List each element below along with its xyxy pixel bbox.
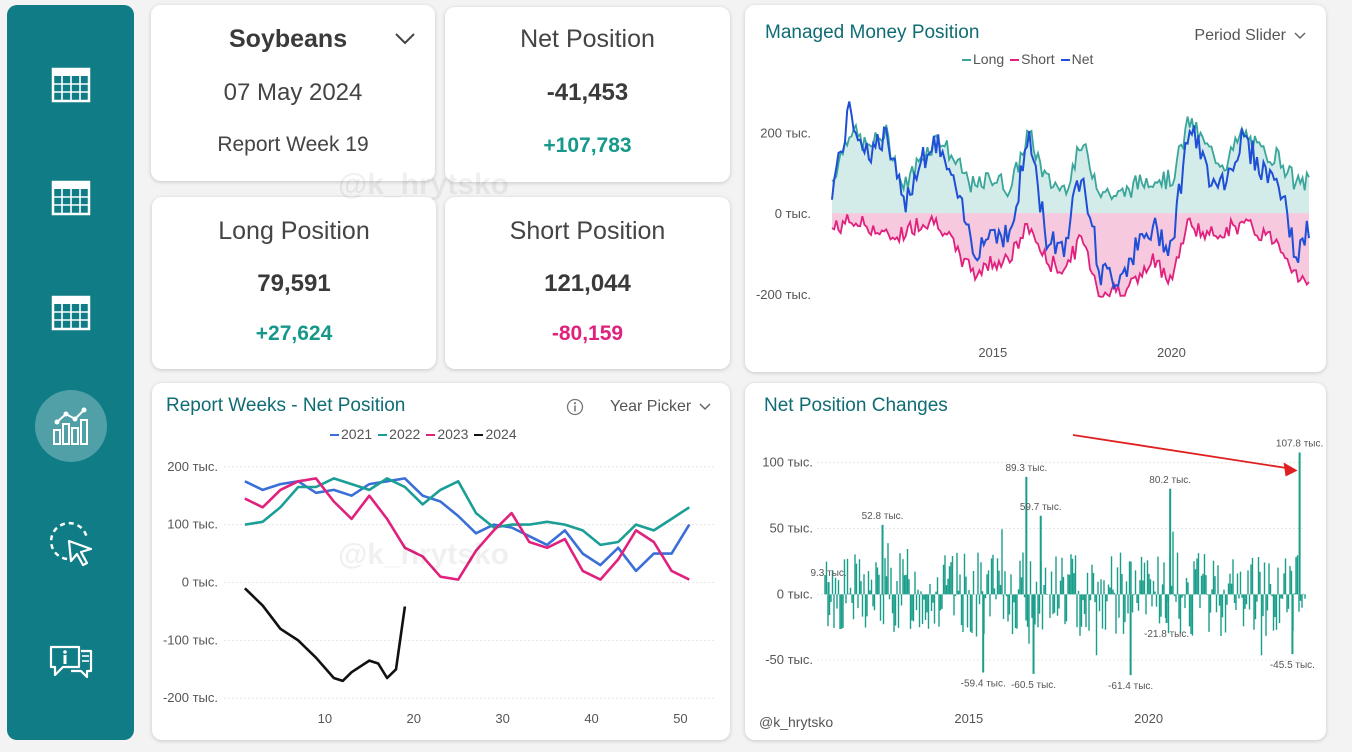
highlight-arrow-head xyxy=(1283,462,1298,477)
analytics-icon xyxy=(53,407,88,445)
change-bars xyxy=(824,529,1306,656)
data-label: -61.4 тыс. xyxy=(1108,681,1153,692)
x-tick-label: 30 xyxy=(495,711,509,726)
long-position-card: Long Position 79,591 +27,624 xyxy=(152,197,436,369)
nav-select-button[interactable] xyxy=(35,507,107,579)
x-tick-label: 20 xyxy=(407,711,421,726)
data-label: 9.3 тыс. xyxy=(810,568,846,579)
legend-net: Net xyxy=(1060,51,1093,67)
highlight-arrow-line xyxy=(1072,434,1290,470)
long-position-title: Long Position xyxy=(218,217,370,245)
chevron-down-icon xyxy=(1294,32,1306,40)
legend-2022: 2022 xyxy=(378,426,420,442)
data-label: -60.5 тыс. xyxy=(1011,680,1056,691)
long-position-change: +27,624 xyxy=(255,322,333,345)
commodity-card: Soybeans 07 May 2024 Report Week 19 xyxy=(151,5,435,181)
data-label: 107.8 тыс. xyxy=(1276,438,1323,449)
period-slider-dropdown[interactable]: Period Slider xyxy=(1194,27,1306,45)
nav-info-button[interactable] xyxy=(35,625,107,697)
credit-text: @k_hrytsko xyxy=(759,714,834,730)
report-weeks-title: Report Weeks - Net Position xyxy=(166,395,406,416)
y-tick-label: 100 тыс. xyxy=(167,517,218,532)
nav-table-2-button[interactable] xyxy=(35,162,107,234)
managed-money-chart: 200 тыс. 0 тыс. -200 тыс. 2015 2020 xyxy=(756,101,1310,360)
data-label: 80.2 тыс. xyxy=(1149,475,1191,486)
net-changes-chart: 100 тыс. 50 тыс. 0 тыс. -50 тыс. 2015 2020 9.3… xyxy=(762,434,1323,726)
sidebar-nav xyxy=(7,5,134,740)
long-series-line xyxy=(831,116,1310,201)
y-tick-label: -200 тыс. xyxy=(163,690,218,705)
data-label: 52.8 тыс. xyxy=(862,511,904,522)
data-label: -21.8 тыс. xyxy=(1144,629,1189,640)
info-chat-icon xyxy=(49,645,93,679)
nav-table-3-button[interactable] xyxy=(35,277,107,349)
net-position-value: -41,453 xyxy=(546,79,629,106)
report-weeks-card: Report Weeks - Net Position Year Picker … xyxy=(152,383,730,740)
managed-money-title: Managed Money Position xyxy=(765,22,980,43)
legend-2024: 2024 xyxy=(474,426,517,442)
short-position-title: Short Position xyxy=(509,217,666,245)
legend-short: Short xyxy=(1010,51,1055,67)
y-tick-label: -100 тыс. xyxy=(163,632,218,647)
short-position-card: Short Position 121,044 -80,159 xyxy=(445,197,730,369)
y-tick-label: 100 тыс. xyxy=(762,455,813,470)
report-week: Report Week 19 xyxy=(217,133,369,156)
y-tick-label: -50 тыс. xyxy=(765,652,813,667)
short-position-change: -80,159 xyxy=(551,322,624,345)
net-position-card: Net Position -41,453 +107,783 xyxy=(445,7,730,182)
net-changes-title: Net Position Changes xyxy=(764,395,948,416)
y-tick-label: -200 тыс. xyxy=(756,287,811,302)
y-tick-label: 0 тыс. xyxy=(182,575,218,590)
y-tick-label: 200 тыс. xyxy=(167,459,218,474)
series-line-2023 xyxy=(244,477,690,581)
x-tick-label: 50 xyxy=(673,711,687,726)
legend-2021: 2021 xyxy=(330,426,372,442)
x-tick-label: 10 xyxy=(318,711,332,726)
lasso-select-icon xyxy=(49,521,93,567)
info-icon[interactable] xyxy=(566,398,584,416)
x-tick-label: 2015 xyxy=(978,345,1007,360)
x-tick-label: 2020 xyxy=(1134,711,1163,726)
year-picker-label: Year Picker xyxy=(610,398,692,415)
report-weeks-chart: 200 тыс. 100 тыс. 0 тыс. -100 тыс. -200 тыс.… xyxy=(163,459,716,726)
net-position-title: Net Position xyxy=(520,25,655,53)
short-position-value: 121,044 xyxy=(544,270,631,297)
series-line-2022 xyxy=(244,477,691,547)
net-changes-card: Net Position Changes @k_hrytsko 100 тыс.… xyxy=(745,383,1326,740)
commodity-select[interactable]: Soybeans xyxy=(229,25,348,53)
table-icon xyxy=(51,295,91,331)
net-position-change: +107,783 xyxy=(543,134,632,157)
x-tick-label: 2020 xyxy=(1157,345,1186,360)
data-label: 89.3 тыс. xyxy=(1005,463,1047,474)
legend-2023: 2023 xyxy=(426,426,468,442)
long-position-value: 79,591 xyxy=(257,270,331,297)
data-label: 59.7 тыс. xyxy=(1020,502,1062,513)
managed-money-card: Managed Money Position Period Slider Lon… xyxy=(745,5,1326,372)
nav-table-1-button[interactable] xyxy=(35,49,107,121)
period-slider-label: Period Slider xyxy=(1194,27,1286,44)
table-icon xyxy=(51,67,91,103)
y-tick-label: 50 тыс. xyxy=(770,521,813,536)
data-label: -59.4 тыс. xyxy=(961,678,1006,689)
chevron-down-icon[interactable] xyxy=(394,32,416,46)
report-date: 07 May 2024 xyxy=(223,79,363,106)
data-label: -45.5 тыс. xyxy=(1270,660,1315,671)
table-icon xyxy=(51,180,91,216)
report-weeks-legend: 2021 2022 2023 2024 xyxy=(330,426,517,442)
long-area xyxy=(832,116,1309,214)
series-line-2024 xyxy=(243,587,407,683)
managed-money-legend: Long Short Net xyxy=(962,51,1093,67)
nav-analytics-button[interactable] xyxy=(35,390,107,462)
series-line-2021 xyxy=(244,477,691,573)
y-tick-label: 0 тыс. xyxy=(777,586,813,601)
year-picker-dropdown[interactable]: Year Picker xyxy=(610,398,711,416)
x-tick-label: 40 xyxy=(584,711,598,726)
legend-long: Long xyxy=(962,51,1004,67)
chevron-down-icon xyxy=(699,403,711,411)
x-tick-label: 2015 xyxy=(954,711,983,726)
short-series-line xyxy=(831,213,1310,298)
y-tick-label: 0 тыс. xyxy=(775,206,811,221)
net-series-line xyxy=(831,101,1310,291)
y-tick-label: 200 тыс. xyxy=(760,125,811,140)
